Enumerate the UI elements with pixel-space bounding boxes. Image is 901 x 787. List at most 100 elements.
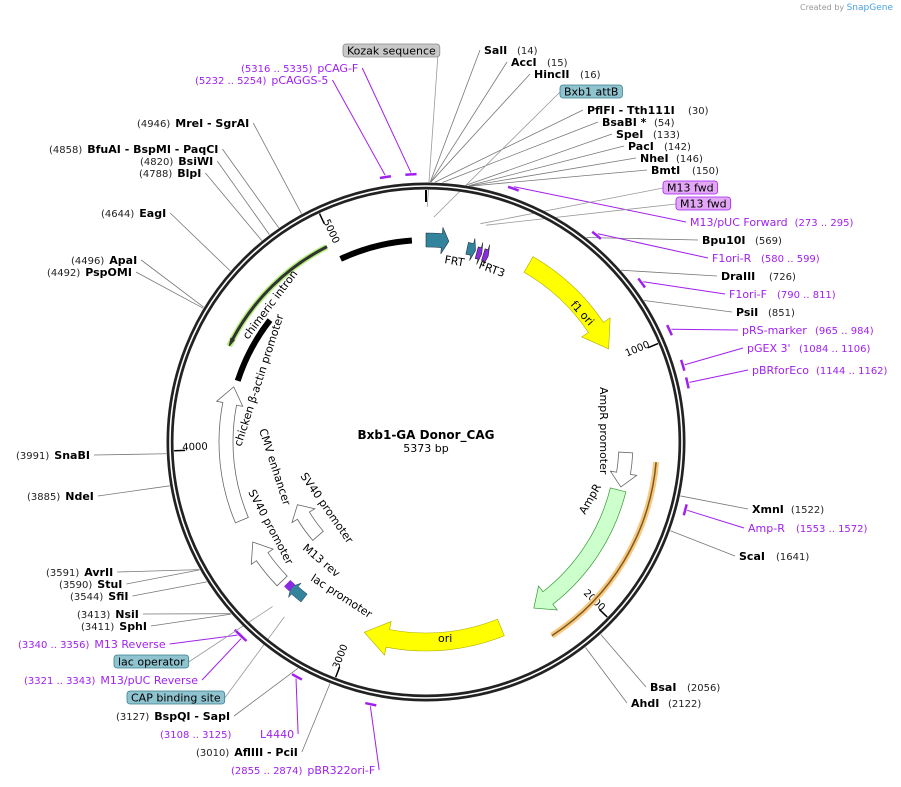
feature-box-label: Bxb1 attB (564, 86, 618, 99)
enzyme-position: (4946) (137, 119, 170, 130)
ampr-promoter-arrow[interactable] (609, 451, 638, 488)
enzyme-name: BmtI (651, 164, 680, 177)
primer[interactable]: M13/pUC Forward (273 .. 295) (690, 216, 853, 229)
primer-name: Amp-R (748, 522, 785, 535)
restriction-site[interactable]: MreI - SgrAI (4946) (137, 117, 249, 130)
restriction-site[interactable]: DraIII (726) (721, 270, 796, 283)
primer[interactable]: L4440 (3108 .. 3125) (160, 728, 294, 741)
restriction-site[interactable]: BsaBI * (54) (602, 116, 675, 129)
primer-leader-line (331, 79, 386, 176)
site-leader-line (680, 495, 749, 510)
primer-range: (580 .. 599) (761, 254, 820, 265)
feature-label-box[interactable]: CAP binding site (126, 690, 226, 705)
primer[interactable]: pGEX 3' (1084 .. 1106) (747, 342, 871, 355)
enzyme-position: (3991) (16, 451, 49, 462)
primer-name: M13 Reverse (94, 638, 165, 651)
restriction-site[interactable]: EagI (4644) (101, 207, 166, 220)
enzyme-position: (142) (664, 142, 691, 153)
restriction-site[interactable]: SpeI (133) (616, 128, 680, 141)
feature-label-box[interactable]: M13 fwd (662, 180, 719, 195)
restriction-site[interactable]: BlpI (4788) (139, 167, 201, 180)
frt3-arrow[interactable] (465, 238, 476, 261)
restriction-site[interactable]: NdeI (3885) (27, 490, 94, 503)
restriction-site[interactable]: ScaI (1641) (739, 550, 809, 563)
enzyme-name: BsaBI * (602, 116, 647, 129)
enzyme-name: BfuAI - BspMI - PaqCI (87, 143, 218, 156)
primer-binding-mark (682, 504, 688, 516)
primer-name: pBR322ori-F (307, 764, 375, 777)
chimeric-intron-arrow[interactable] (228, 245, 328, 347)
primer[interactable]: F1ori-R (580 .. 599) (712, 252, 820, 265)
sv40-promoter-arrow-1[interactable] (250, 541, 288, 587)
f1-ori-arrow[interactable] (523, 256, 611, 350)
restriction-site[interactable]: PflFI - Tth111I (30) (587, 104, 709, 117)
feature-label-box[interactable]: Kozak sequence (342, 43, 441, 58)
primer-name: F1ori-R (712, 252, 752, 265)
restriction-site[interactable]: BsiWI (4820) (140, 155, 213, 168)
restriction-site[interactable]: NsiI (3413) (77, 608, 139, 621)
feature-leader-line (486, 203, 677, 226)
site-leader-line (233, 667, 299, 717)
credit-prefix: Created by (800, 3, 845, 12)
site-leader-line (117, 569, 200, 573)
restriction-site[interactable]: PsiI (851) (736, 306, 795, 319)
primer[interactable]: F1ori-F (790 .. 811) (729, 288, 836, 301)
sv40-promoter-arrow-2[interactable] (291, 504, 324, 541)
enzyme-name: PsiI (736, 306, 758, 319)
primer[interactable]: M13 Reverse (3340 .. 3356) (18, 638, 166, 651)
restriction-site[interactable]: HincII (16) (534, 68, 601, 81)
m13-rev-mark[interactable] (284, 580, 296, 592)
primer[interactable]: M13/pUC Reverse (3321 .. 3343) (24, 674, 198, 687)
feature-label-box[interactable]: lac operator (113, 654, 190, 669)
enzyme-name: NheI (640, 152, 669, 165)
ampr-orf-line[interactable] (551, 462, 657, 637)
feature-box (113, 654, 190, 669)
m13-fwd-mark-2[interactable] (481, 244, 491, 267)
lac-promoter-arrow[interactable] (288, 582, 308, 603)
restriction-site[interactable]: AvrII (3591) (46, 566, 113, 579)
restriction-site[interactable]: PspOMI (4492) (47, 266, 132, 279)
primer[interactable]: Amp-R (1553 .. 1572) (748, 522, 868, 535)
cag-promoter-bar[interactable] (339, 237, 413, 262)
ori-arrow[interactable] (363, 618, 505, 656)
restriction-site[interactable]: AhdI (2122) (631, 697, 701, 710)
enzyme-position: (4858) (49, 145, 82, 156)
restriction-site[interactable]: ApaI (4496) (71, 254, 137, 267)
enzyme-name: SfiI (108, 590, 128, 603)
primer[interactable]: pBR322ori-F (2855 .. 2874) (231, 764, 375, 777)
primer[interactable]: pCAGGS-5 (5232 .. 5254) (195, 74, 328, 87)
restriction-site[interactable]: XmnI (1522) (752, 503, 824, 516)
enzyme-name: PspOMI (85, 266, 132, 279)
feature-label-box[interactable]: Bxb1 attB (559, 84, 623, 99)
restriction-site[interactable]: StuI (3590) (59, 578, 122, 591)
restriction-site[interactable]: Bpu10I (569) (702, 234, 782, 247)
restriction-site[interactable]: BmtI (150) (651, 164, 719, 177)
restriction-site[interactable]: SfiI (3544) (70, 590, 128, 603)
enzyme-name: SphI (119, 620, 147, 633)
enzyme-name: PacI (628, 140, 654, 153)
m13-fwd-mark-1[interactable] (474, 242, 484, 265)
restriction-site[interactable]: BspQI - SapI (3127) (116, 710, 230, 723)
feature-label-box[interactable]: M13 fwd (675, 196, 732, 211)
primer[interactable]: pRS-marker (965 .. 984) (742, 324, 874, 337)
restriction-site[interactable]: PacI (142) (628, 140, 691, 153)
restriction-site[interactable]: AccI (15) (511, 56, 568, 69)
cba-promoter-bar[interactable] (234, 318, 273, 382)
primer-leader-line (643, 281, 726, 295)
restriction-site[interactable]: BfuAI - BspMI - PaqCI (4858) (49, 143, 218, 156)
site-leader-line (430, 73, 531, 183)
primer-leader-line (369, 706, 380, 771)
tick-mark (598, 608, 608, 618)
ampr-arrow[interactable] (533, 487, 627, 611)
cmv-enhancer-arrow[interactable] (215, 386, 249, 524)
restriction-site[interactable]: SnaBI (3991) (16, 449, 90, 462)
restriction-site[interactable]: NheI (146) (640, 152, 703, 165)
primer-name: pGEX 3' (747, 342, 791, 355)
restriction-site[interactable]: AflIII - PciI (3010) (196, 746, 298, 759)
primer[interactable]: pCAG-F (5316 .. 5335) (241, 62, 358, 75)
restriction-site[interactable]: BsaI (2056) (650, 681, 720, 694)
restriction-site[interactable]: SphI (3411) (81, 620, 147, 633)
primer[interactable]: pBRforEco (1144 .. 1162) (752, 364, 888, 377)
frt-arrow[interactable] (425, 227, 450, 255)
restriction-site[interactable]: SalI (14) (484, 44, 538, 57)
